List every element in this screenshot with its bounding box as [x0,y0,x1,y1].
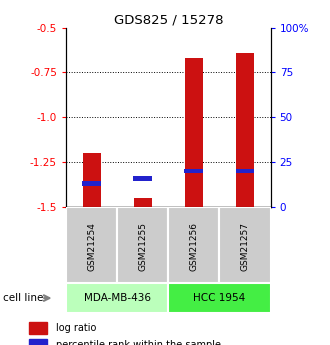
Text: GSM21254: GSM21254 [87,222,96,271]
FancyBboxPatch shape [219,207,271,283]
Bar [133,176,152,180]
Text: HCC 1954: HCC 1954 [193,293,246,303]
Text: percentile rank within the sample: percentile rank within the sample [56,341,221,345]
Text: GSM21255: GSM21255 [138,222,147,271]
Bar [134,198,152,207]
Bar [185,58,203,207]
Text: cell line: cell line [3,293,44,303]
Bar [236,53,254,207]
FancyBboxPatch shape [168,207,219,283]
Text: GSM21256: GSM21256 [189,222,198,271]
FancyBboxPatch shape [66,283,168,313]
Bar [184,169,203,173]
FancyBboxPatch shape [168,283,271,313]
Bar [82,153,101,207]
Text: GSM21257: GSM21257 [241,222,249,271]
Text: log ratio: log ratio [56,323,97,333]
Text: MDA-MB-436: MDA-MB-436 [83,293,151,303]
FancyBboxPatch shape [117,207,168,283]
Bar [29,322,47,334]
Bar [82,181,101,186]
Title: GDS825 / 15278: GDS825 / 15278 [114,13,223,27]
Bar [236,169,254,173]
Bar [29,339,47,345]
FancyBboxPatch shape [66,207,117,283]
